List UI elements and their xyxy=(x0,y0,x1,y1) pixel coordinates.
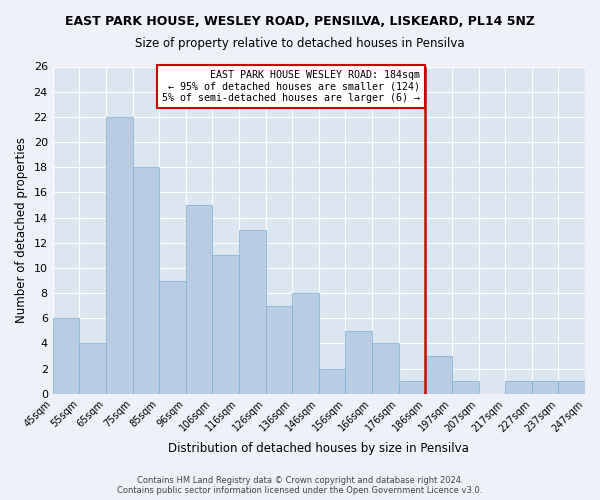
Bar xyxy=(133,167,159,394)
Text: EAST PARK HOUSE, WESLEY ROAD, PENSILVA, LISKEARD, PL14 5NZ: EAST PARK HOUSE, WESLEY ROAD, PENSILVA, … xyxy=(65,15,535,28)
Bar xyxy=(292,293,319,394)
Bar xyxy=(239,230,266,394)
Bar xyxy=(106,117,133,394)
X-axis label: Distribution of detached houses by size in Pensilva: Distribution of detached houses by size … xyxy=(169,442,469,455)
Bar xyxy=(505,381,532,394)
Bar xyxy=(159,280,186,394)
Bar xyxy=(372,344,398,394)
Bar xyxy=(532,381,559,394)
Bar xyxy=(452,381,479,394)
Bar xyxy=(266,306,292,394)
Y-axis label: Number of detached properties: Number of detached properties xyxy=(15,137,28,323)
Bar xyxy=(398,381,425,394)
Text: EAST PARK HOUSE WESLEY ROAD: 184sqm
← 95% of detached houses are smaller (124)
5: EAST PARK HOUSE WESLEY ROAD: 184sqm ← 95… xyxy=(162,70,420,104)
Bar xyxy=(319,368,346,394)
Bar xyxy=(425,356,452,394)
Bar xyxy=(212,256,239,394)
Bar xyxy=(346,331,372,394)
Bar xyxy=(79,344,106,394)
Text: Contains HM Land Registry data © Crown copyright and database right 2024.
Contai: Contains HM Land Registry data © Crown c… xyxy=(118,476,482,495)
Text: Size of property relative to detached houses in Pensilva: Size of property relative to detached ho… xyxy=(135,38,465,51)
Bar xyxy=(559,381,585,394)
Bar xyxy=(53,318,79,394)
Bar xyxy=(186,205,212,394)
